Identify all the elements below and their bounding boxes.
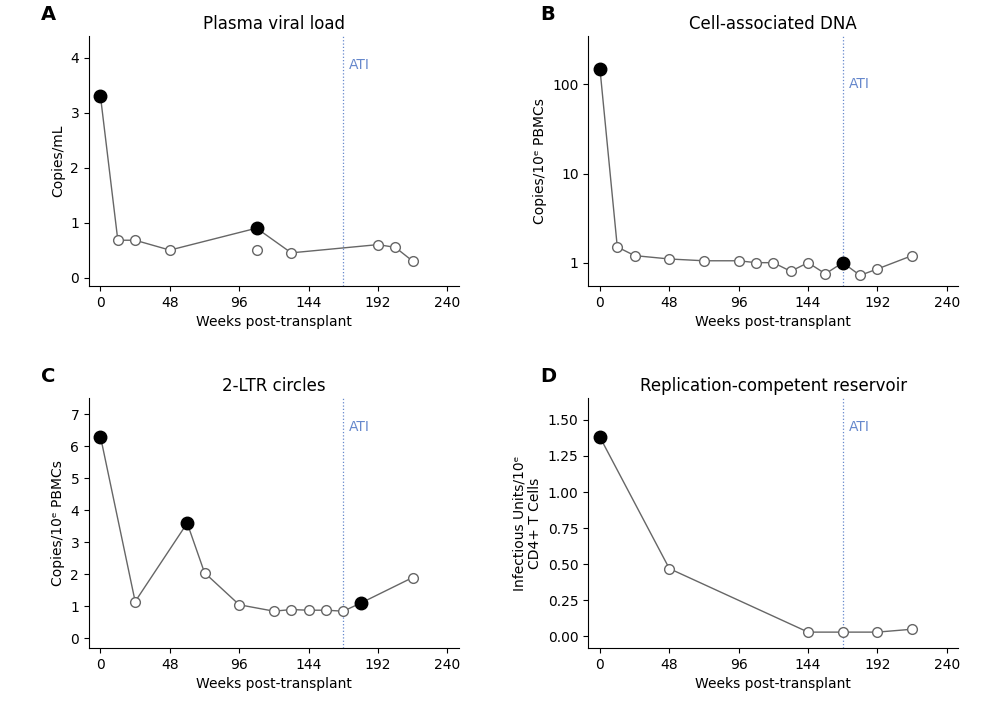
Text: D: D (540, 366, 556, 386)
Title: Cell-associated DNA: Cell-associated DNA (690, 15, 858, 33)
Text: ATI: ATI (349, 420, 370, 434)
X-axis label: Weeks post-transplant: Weeks post-transplant (696, 315, 852, 329)
Y-axis label: Copies/10ᵉ PBMCs: Copies/10ᵉ PBMCs (50, 460, 65, 586)
Y-axis label: Infectious Units/10ᵉ
CD4+ T Cells: Infectious Units/10ᵉ CD4+ T Cells (512, 456, 542, 591)
Title: 2-LTR circles: 2-LTR circles (222, 377, 326, 395)
Text: B: B (540, 4, 555, 24)
Title: Replication-competent reservoir: Replication-competent reservoir (640, 377, 907, 395)
Text: ATI: ATI (349, 58, 370, 72)
X-axis label: Weeks post-transplant: Weeks post-transplant (196, 315, 352, 329)
Y-axis label: Copies/10ᵉ PBMCs: Copies/10ᵉ PBMCs (533, 98, 546, 224)
Text: ATI: ATI (849, 420, 869, 433)
X-axis label: Weeks post-transplant: Weeks post-transplant (196, 678, 352, 691)
Y-axis label: Copies/mL: Copies/mL (50, 125, 65, 197)
Text: C: C (41, 366, 55, 386)
Title: Plasma viral load: Plasma viral load (203, 15, 345, 33)
Text: ATI: ATI (849, 78, 869, 91)
Text: A: A (41, 4, 56, 24)
X-axis label: Weeks post-transplant: Weeks post-transplant (696, 678, 852, 691)
